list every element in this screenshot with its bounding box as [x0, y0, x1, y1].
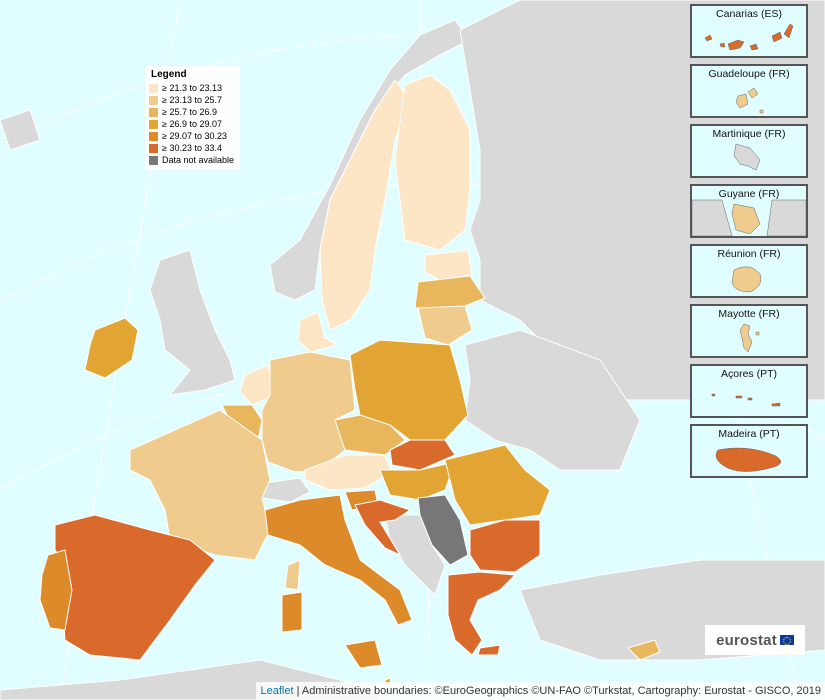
inset-shapes	[739, 323, 760, 353]
inset-title: Réunion (FR)	[717, 248, 781, 260]
uk	[149, 249, 236, 396]
eu-flag-icon	[779, 635, 794, 645]
eurostat-logo: eurostat	[705, 625, 805, 655]
slovakia[interactable]	[389, 439, 456, 471]
croatia[interactable]	[354, 499, 412, 557]
inset-shapes	[704, 23, 794, 51]
inset-shapes	[711, 393, 781, 407]
legend-label: ≥ 25.7 to 26.9	[162, 107, 217, 117]
norway	[269, 19, 471, 301]
legend-item: ≥ 23.13 to 25.7	[149, 94, 234, 106]
crete[interactable]	[477, 644, 501, 656]
inset-title: Guyane (FR)	[718, 188, 780, 200]
inset-mayotte-map	[739, 323, 760, 353]
inset-title: Madeira (PT)	[718, 428, 780, 440]
sardinia[interactable]	[281, 591, 303, 633]
inset-madeira-map	[715, 447, 782, 472]
sweden[interactable]	[319, 79, 411, 331]
estonia[interactable]	[424, 249, 473, 281]
netherlands[interactable]	[239, 364, 276, 406]
inset-guadeloupe-map	[735, 87, 764, 114]
italy[interactable]	[264, 494, 413, 626]
leaflet-link[interactable]: Leaflet	[260, 685, 294, 697]
inset-shapes	[731, 266, 762, 293]
latvia[interactable]	[414, 275, 486, 311]
inset-shapes	[715, 447, 782, 472]
legend-item: ≥ 29.07 to 30.23	[149, 130, 234, 142]
inset-madeira[interactable]: Madeira (PT)	[690, 424, 808, 478]
inset-canarias-map	[704, 23, 794, 51]
inset-guyane[interactable]: Guyane (FR)	[690, 184, 808, 238]
corsica[interactable]	[284, 559, 301, 591]
legend-item: Data not available	[149, 154, 234, 166]
inset-shapes	[735, 87, 764, 114]
inset-reunion-map	[731, 266, 762, 293]
inset-guadeloupe[interactable]: Guadeloupe (FR)	[690, 64, 808, 118]
logo-text: eurostat	[716, 631, 777, 649]
inset-mayotte[interactable]: Mayotte (FR)	[690, 304, 808, 358]
finland[interactable]	[394, 74, 471, 251]
legend-label: ≥ 29.07 to 30.23	[162, 131, 227, 141]
greece[interactable]	[447, 571, 517, 656]
legend-swatch	[149, 95, 158, 105]
legend-item: ≥ 26.9 to 29.07	[149, 118, 234, 130]
legend-label: ≥ 21.3 to 23.13	[162, 83, 222, 93]
legend-label: Data not available	[162, 155, 235, 165]
legend-label: ≥ 23.13 to 25.7	[162, 95, 222, 105]
inset-title: Açores (PT)	[720, 368, 777, 380]
france[interactable]	[129, 409, 271, 561]
iceland	[0, 109, 41, 151]
czechia[interactable]	[334, 414, 406, 456]
austria[interactable]	[304, 454, 393, 491]
romania[interactable]	[444, 444, 551, 526]
sicily[interactable]	[344, 639, 383, 669]
inset-title: Mayotte (FR)	[718, 308, 780, 320]
legend-title: Legend	[151, 69, 187, 80]
legend-swatch	[149, 107, 158, 117]
inset-shapes	[692, 199, 806, 236]
belarus-ukraine	[464, 329, 641, 471]
lithuania[interactable]	[417, 305, 473, 346]
denmark[interactable]	[297, 311, 340, 353]
inset-title: Martinique (FR)	[712, 128, 786, 140]
legend-swatch	[149, 131, 158, 141]
legend-item: ≥ 25.7 to 26.9	[149, 106, 234, 118]
inset-title: Canarias (ES)	[716, 8, 782, 20]
inset-shapes	[733, 143, 761, 171]
legend: Legend ≥ 21.3 to 23.13 ≥ 23.13 to 25.7 ≥…	[145, 66, 241, 170]
inset-martinique[interactable]: Martinique (FR)	[690, 124, 808, 178]
legend-label: ≥ 26.9 to 29.07	[162, 119, 222, 129]
inset-guyane-map	[692, 199, 806, 236]
serbia-no-data[interactable]	[417, 494, 469, 566]
legend-label: ≥ 30.23 to 33.4	[162, 143, 222, 153]
inset-reunion[interactable]: Réunion (FR)	[690, 244, 808, 298]
bulgaria[interactable]	[469, 519, 541, 573]
legend-swatch	[149, 119, 158, 129]
inset-acores[interactable]: Açores (PT)	[690, 364, 808, 418]
inset-acores-map	[711, 393, 781, 407]
portugal[interactable]	[39, 549, 73, 631]
legend-item: ≥ 30.23 to 33.4	[149, 142, 234, 154]
legend-swatch	[149, 155, 158, 165]
legend-item: ≥ 21.3 to 23.13	[149, 82, 234, 94]
ireland[interactable]	[84, 317, 139, 379]
attribution: Leaflet | Administrative boundaries: ©Eu…	[256, 682, 825, 700]
inset-title: Guadeloupe (FR)	[708, 68, 790, 80]
inset-martinique-map	[733, 143, 761, 171]
legend-swatch	[149, 83, 158, 93]
hungary[interactable]	[379, 461, 456, 501]
attribution-text: | Administrative boundaries: ©EuroGeogra…	[293, 685, 821, 697]
legend-swatch	[149, 143, 158, 153]
cyprus[interactable]	[627, 639, 661, 661]
inset-canarias[interactable]: Canarias (ES)	[690, 4, 808, 58]
